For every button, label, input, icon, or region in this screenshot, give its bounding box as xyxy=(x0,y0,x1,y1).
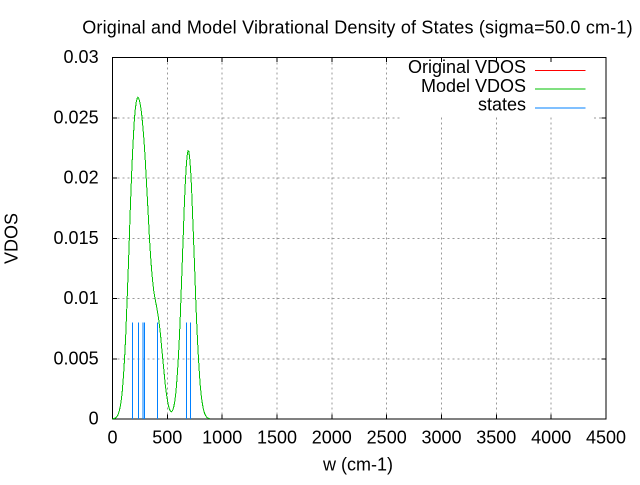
svg-text:0: 0 xyxy=(89,409,99,429)
svg-text:0.03: 0.03 xyxy=(64,47,99,67)
svg-text:1000: 1000 xyxy=(202,428,242,448)
svg-text:0.005: 0.005 xyxy=(54,348,99,368)
svg-text:0.01: 0.01 xyxy=(64,288,99,308)
svg-text:4000: 4000 xyxy=(531,428,571,448)
svg-text:Original VDOS: Original VDOS xyxy=(408,57,526,77)
svg-text:3000: 3000 xyxy=(421,428,461,448)
svg-text:2500: 2500 xyxy=(367,428,407,448)
svg-text:w (cm-1): w (cm-1) xyxy=(322,455,393,475)
svg-text:1500: 1500 xyxy=(257,428,297,448)
svg-text:0.02: 0.02 xyxy=(64,168,99,188)
svg-text:3500: 3500 xyxy=(476,428,516,448)
svg-text:0: 0 xyxy=(107,428,117,448)
svg-text:0.025: 0.025 xyxy=(54,108,99,128)
svg-text:Original and Model Vibrational: Original and Model Vibrational Density o… xyxy=(82,18,633,38)
svg-text:VDOS: VDOS xyxy=(2,213,22,264)
svg-text:4500: 4500 xyxy=(586,428,626,448)
svg-text:Model VDOS: Model VDOS xyxy=(421,76,526,96)
svg-text:2000: 2000 xyxy=(312,428,352,448)
svg-text:500: 500 xyxy=(152,428,182,448)
svg-text:0.015: 0.015 xyxy=(54,228,99,248)
svg-text:states: states xyxy=(478,95,526,115)
